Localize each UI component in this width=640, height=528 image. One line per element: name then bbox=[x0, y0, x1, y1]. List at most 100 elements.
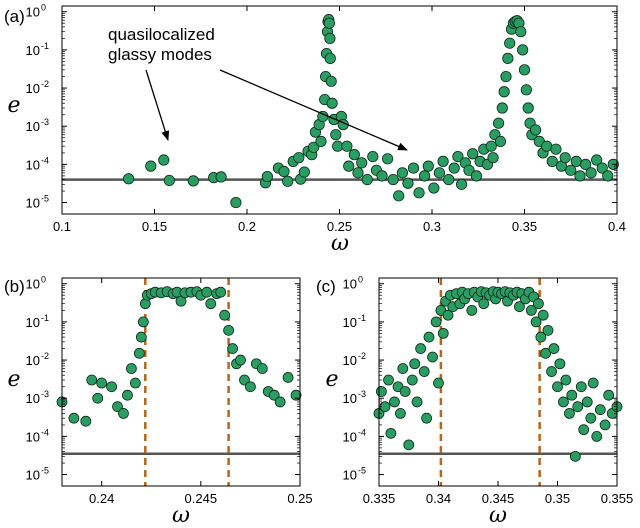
panel-b-points bbox=[56, 286, 302, 427]
data-point bbox=[428, 182, 440, 194]
data-point bbox=[594, 404, 606, 416]
y-tick-exponent: 0 bbox=[358, 275, 363, 285]
data-point bbox=[409, 358, 421, 370]
panel-a-x-ticks: 0.1 0.15 0.2 0.25 0.3 0.35 0.4 bbox=[53, 6, 626, 234]
annotation-arrow-left bbox=[145, 69, 170, 141]
y-tick-exponent: -3 bbox=[41, 389, 49, 399]
x-tick-label: 0.35 bbox=[545, 491, 570, 506]
data-point bbox=[581, 396, 593, 408]
data-point bbox=[550, 143, 562, 155]
data-point bbox=[540, 347, 551, 359]
x-tick-label: 0.345 bbox=[482, 491, 515, 506]
data-point bbox=[393, 190, 405, 202]
x-tick-label: 0.4 bbox=[608, 219, 626, 234]
y-tick-exponent: -5 bbox=[41, 466, 49, 476]
data-point bbox=[118, 408, 129, 419]
y-tick-label: 10 bbox=[343, 277, 357, 292]
y-tick-exponent: -4 bbox=[41, 427, 49, 437]
data-point bbox=[570, 155, 582, 167]
data-point bbox=[541, 140, 553, 152]
panel-c-xlabel: ω bbox=[489, 503, 507, 528]
annotation-arrow-right bbox=[219, 69, 408, 151]
data-point bbox=[96, 377, 108, 389]
data-point bbox=[585, 412, 597, 424]
data-point bbox=[443, 173, 455, 186]
x-tick-label: 0.35 bbox=[512, 219, 537, 234]
y-tick-exponent: -3 bbox=[358, 389, 366, 399]
y-tick-label: 10 bbox=[26, 81, 40, 96]
data-point bbox=[430, 316, 442, 328]
y-tick-label: 10 bbox=[26, 468, 40, 483]
y-tick-exponent: 0 bbox=[41, 3, 46, 13]
data-point bbox=[68, 412, 80, 424]
y-tick-label: 10 bbox=[26, 429, 40, 444]
y-tick-label: 10 bbox=[26, 119, 40, 134]
data-point bbox=[467, 148, 479, 160]
data-point bbox=[463, 164, 475, 176]
data-point bbox=[591, 430, 603, 442]
x-tick-label: 0.355 bbox=[601, 491, 634, 506]
data-point bbox=[535, 331, 547, 343]
data-point bbox=[437, 155, 449, 167]
y-tick-exponent: -1 bbox=[41, 313, 49, 323]
y-tick-exponent: -1 bbox=[358, 313, 366, 323]
data-point bbox=[422, 160, 434, 172]
y-tick-exponent: -3 bbox=[41, 117, 49, 127]
data-point bbox=[413, 187, 425, 199]
data-point bbox=[569, 450, 581, 462]
y-tick-exponent: -2 bbox=[41, 79, 49, 89]
panel-b-vlines bbox=[144, 278, 230, 486]
data-point bbox=[564, 408, 575, 419]
data-point bbox=[574, 170, 586, 182]
data-point bbox=[356, 157, 368, 169]
data-point bbox=[478, 298, 490, 310]
data-point bbox=[205, 298, 217, 310]
data-point bbox=[455, 178, 468, 190]
data-point bbox=[261, 170, 273, 183]
panel-b: (b) 0.24 0.245 0.25 10-510-410-310-210-110… bbox=[4, 275, 313, 528]
data-point bbox=[245, 381, 256, 393]
y-tick-label: 10 bbox=[26, 196, 40, 211]
data-point bbox=[411, 396, 423, 408]
data-point bbox=[223, 324, 235, 336]
data-point bbox=[587, 377, 599, 389]
data-point bbox=[397, 363, 409, 374]
data-point bbox=[389, 396, 400, 408]
data-point bbox=[599, 419, 611, 431]
data-point bbox=[403, 439, 415, 451]
data-point bbox=[504, 37, 516, 49]
data-point bbox=[418, 366, 430, 377]
data-point bbox=[402, 177, 414, 189]
data-point bbox=[396, 167, 408, 179]
data-point bbox=[145, 160, 157, 172]
data-point bbox=[129, 377, 141, 389]
panel-a-ylabel: e bbox=[7, 93, 20, 118]
data-point bbox=[603, 389, 615, 401]
data-point bbox=[348, 149, 360, 161]
data-point bbox=[565, 164, 577, 176]
data-point bbox=[293, 152, 305, 164]
data-point bbox=[274, 396, 286, 408]
data-point bbox=[158, 154, 170, 166]
data-point bbox=[515, 26, 527, 38]
data-point bbox=[383, 374, 394, 386]
panel-c-label: (c) bbox=[316, 277, 336, 296]
data-point bbox=[470, 170, 482, 182]
y-tick-label: 10 bbox=[26, 315, 40, 330]
y-tick-label: 10 bbox=[26, 277, 40, 292]
data-point bbox=[415, 343, 427, 354]
y-tick-exponent: -1 bbox=[41, 41, 49, 51]
data-point bbox=[367, 150, 379, 163]
data-point bbox=[330, 129, 342, 141]
y-tick-exponent: -4 bbox=[358, 427, 366, 437]
data-point bbox=[332, 140, 344, 152]
x-tick-label: 0.24 bbox=[89, 491, 114, 506]
x-tick-label: 0.1 bbox=[53, 219, 71, 234]
data-point bbox=[591, 154, 603, 166]
data-point bbox=[559, 152, 571, 164]
data-point bbox=[201, 286, 213, 298]
data-point bbox=[315, 135, 327, 148]
panel-b-xlabel: ω bbox=[172, 503, 190, 528]
